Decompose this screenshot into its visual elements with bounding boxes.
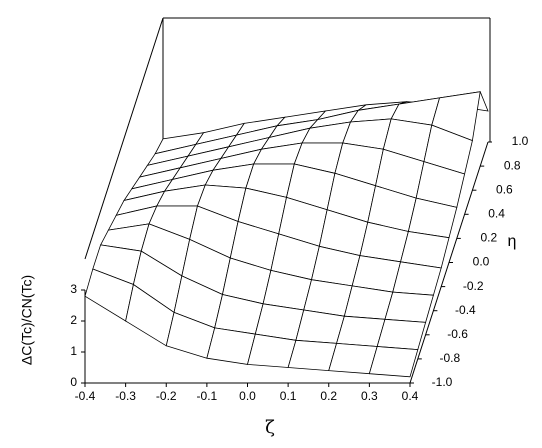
- z-axis-label: ΔC(Tc)/CN(Tc): [19, 275, 35, 365]
- y-axis-label: η: [508, 233, 517, 250]
- x-tick-label: -0.2: [156, 389, 177, 403]
- x-tick-label: 0.4: [402, 389, 419, 403]
- x-tick-label: -0.3: [115, 389, 136, 403]
- surface-cell: [246, 333, 297, 368]
- x-tick-label: -0.1: [197, 389, 218, 403]
- surface-cell: [328, 342, 378, 375]
- surface-cell: [206, 327, 256, 365]
- x-tick-label: 0.2: [320, 389, 337, 403]
- y-tick-label: 0.6: [496, 182, 513, 196]
- y-tick-label: 0.4: [488, 206, 505, 220]
- box-edge: [84, 17, 164, 260]
- y-tick-label: 0.2: [480, 231, 497, 245]
- surface-cell: [343, 285, 394, 320]
- surface-cell: [376, 318, 427, 351]
- y-tick-label: -0.6: [447, 327, 468, 341]
- surface-cell: [384, 291, 434, 323]
- y-tick-label: -0.4: [455, 303, 476, 317]
- y-tick-label: -1.0: [432, 375, 453, 389]
- z-tick-label: 1: [70, 344, 77, 358]
- z-tick-label: 2: [70, 313, 77, 327]
- x-tick-label: 0.0: [239, 389, 256, 403]
- x-tick-label: 0.3: [361, 389, 378, 403]
- surface-cell: [368, 346, 419, 378]
- surface: [84, 91, 489, 378]
- z-tick-label: 0: [70, 375, 77, 389]
- surface-cell: [392, 261, 442, 296]
- surface-cell: [287, 339, 338, 372]
- x-tick-label: 0.1: [280, 389, 297, 403]
- surface-cell: [295, 309, 345, 344]
- axes: -0.4 -0.3 -0.2 -0.1 0.0 0.1 0.2 0.3 0.4 -1.0 -0.8 -…: [70, 134, 528, 403]
- z-tick-label: 3: [70, 282, 77, 296]
- box: [84, 17, 491, 260]
- y-tick-label: 0.8: [504, 158, 521, 172]
- y-tick-label: -0.8: [439, 351, 460, 365]
- y-tick-label: -0.2: [463, 279, 484, 293]
- x-axis-label: ζ: [265, 417, 275, 438]
- surface-cell: [336, 315, 386, 347]
- x-tick-label: -0.4: [75, 389, 96, 403]
- y-tick-label: 1.0: [512, 134, 529, 148]
- y-tick-label: 0.0: [473, 255, 490, 269]
